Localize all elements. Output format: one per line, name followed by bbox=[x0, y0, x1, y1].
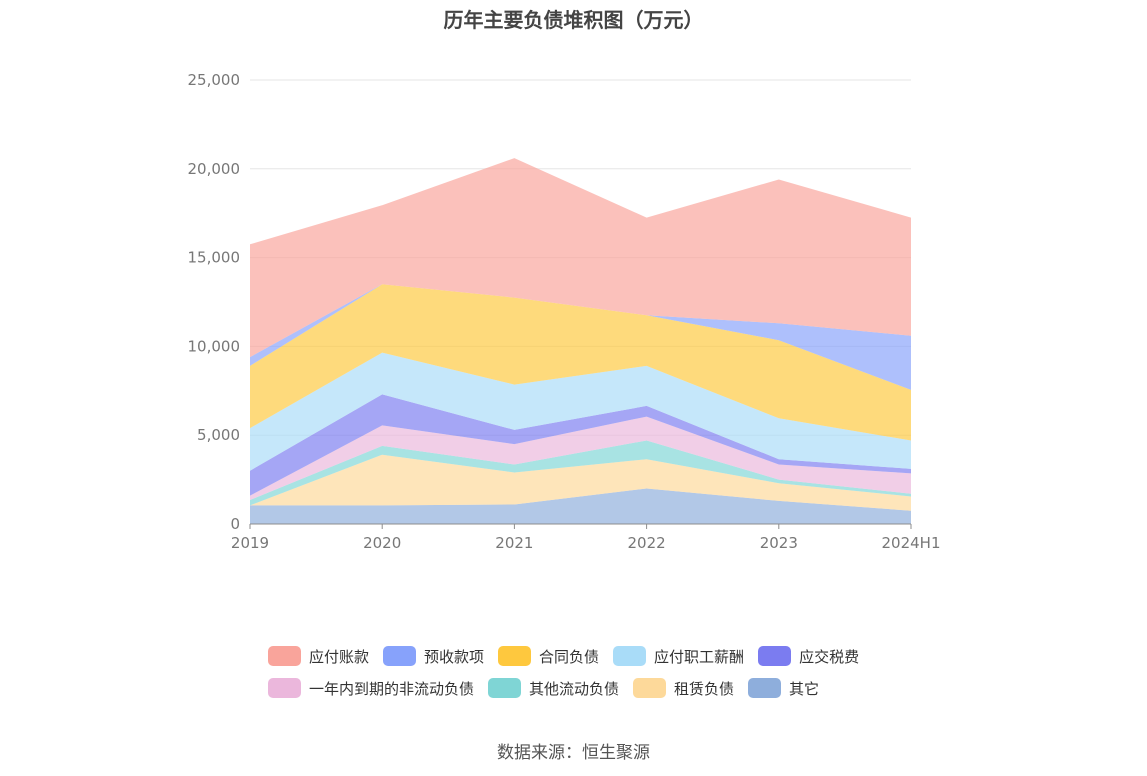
legend-swatch bbox=[748, 678, 782, 698]
y-tick-label: 20,000 bbox=[188, 160, 241, 178]
y-tick-label: 15,000 bbox=[188, 249, 241, 267]
area-应交税费 bbox=[250, 394, 911, 496]
legend-item[interactable]: 其他流动负债 bbox=[488, 678, 619, 699]
y-tick-label: 5,000 bbox=[197, 426, 240, 444]
area-应付职工薪酬 bbox=[250, 352, 911, 471]
legend-item[interactable]: 应付职工薪酬 bbox=[613, 646, 744, 667]
y-tick-label: 0 bbox=[230, 515, 240, 533]
legend-row: 一年内到期的非流动负债 其他流动负债 租赁负债 其它 bbox=[268, 672, 908, 704]
area-其他流动负债 bbox=[250, 440, 911, 506]
legend-label: 其他流动负债 bbox=[529, 679, 620, 698]
area-series bbox=[250, 158, 911, 524]
stacked-area-chart: 0 5,000 10,000 15,000 20,000 25,000 2019 2020 20… bbox=[188, 71, 941, 552]
y-tick-label: 10,000 bbox=[188, 337, 241, 355]
legend-swatch bbox=[383, 646, 417, 666]
legend-swatch bbox=[268, 678, 301, 698]
legend-swatch bbox=[488, 678, 522, 698]
legend-label: 应付职工薪酬 bbox=[654, 647, 745, 666]
legend-label: 应付账款 bbox=[309, 647, 370, 666]
area-应付账款 bbox=[250, 158, 911, 358]
x-tick-label: 2022 bbox=[628, 534, 666, 552]
legend-label: 合同负债 bbox=[539, 647, 600, 666]
x-tick-label: 2020 bbox=[363, 534, 401, 552]
data-source: 数据来源：恒生聚源 bbox=[497, 743, 650, 763]
legend-label: 一年内到期的非流动负债 bbox=[309, 679, 475, 698]
area-其它 bbox=[250, 488, 911, 524]
x-tick-label: 2021 bbox=[495, 534, 533, 552]
chart-title: 历年主要负债堆积图（万元） bbox=[443, 8, 704, 32]
area-预收款项 bbox=[250, 284, 911, 390]
x-tick-label: 2023 bbox=[760, 534, 798, 552]
area-一年内到期的非流动负债 bbox=[250, 416, 911, 500]
legend-item[interactable]: 预收款项 bbox=[383, 646, 484, 667]
legend-swatch bbox=[498, 646, 532, 666]
legend-item[interactable]: 一年内到期的非流动负债 bbox=[268, 678, 474, 699]
legend-label: 应交税费 bbox=[799, 647, 860, 666]
legend-item[interactable]: 其它 bbox=[748, 678, 819, 699]
legend: 应付账款 预收款项 合同负债 应付职工薪酬 应交税费 一年内到期的非流动负债 其他流动负债… bbox=[268, 640, 908, 704]
legend-label: 预收款项 bbox=[424, 647, 485, 666]
y-tick-label: 25,000 bbox=[188, 71, 241, 89]
legend-swatch bbox=[633, 678, 667, 698]
legend-swatch bbox=[613, 646, 647, 666]
legend-item[interactable]: 租赁负债 bbox=[633, 678, 734, 699]
legend-row: 应付账款 预收款项 合同负债 应付职工薪酬 应交税费 bbox=[268, 640, 908, 672]
legend-swatch bbox=[758, 646, 792, 666]
legend-swatch bbox=[268, 646, 301, 666]
legend-item[interactable]: 合同负债 bbox=[498, 646, 599, 667]
legend-item[interactable]: 应交税费 bbox=[758, 646, 859, 667]
x-tick-label: 2024H1 bbox=[882, 534, 941, 552]
legend-label: 租赁负债 bbox=[674, 679, 735, 698]
area-合同负债 bbox=[250, 284, 911, 441]
x-tick-label: 2019 bbox=[231, 534, 269, 552]
area-租赁负债 bbox=[250, 454, 911, 511]
legend-label: 其它 bbox=[789, 679, 820, 698]
legend-item[interactable]: 应付账款 bbox=[268, 646, 369, 667]
axes: 0 5,000 10,000 15,000 20,000 25,000 2019 2020 20… bbox=[188, 71, 941, 552]
